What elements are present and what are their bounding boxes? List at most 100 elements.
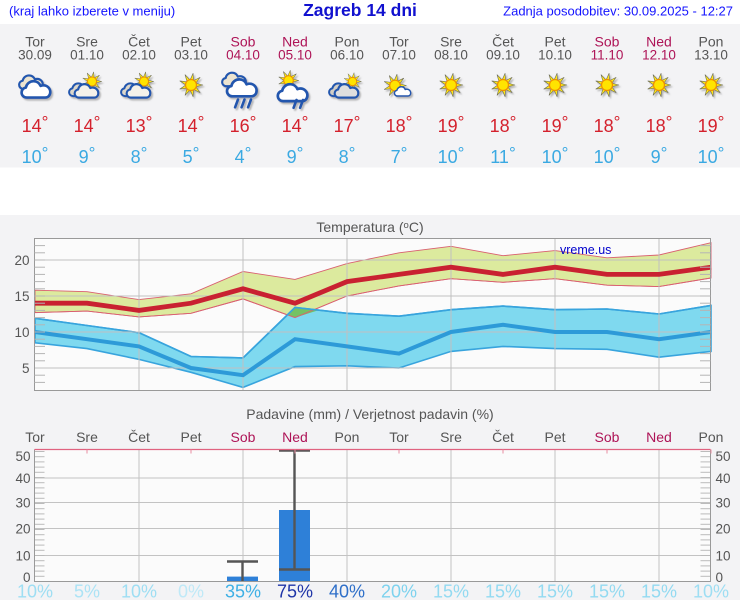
svg-text:Tor: Tor [389, 34, 409, 50]
svg-text:5: 5 [22, 361, 30, 376]
svg-text:30.09: 30.09 [18, 48, 52, 63]
svg-text:15%: 15% [485, 582, 521, 600]
svg-text:Pon: Pon [699, 429, 724, 445]
svg-text:10%: 10% [121, 582, 157, 600]
svg-text:09.10: 09.10 [486, 48, 520, 63]
svg-text:14°: 14° [282, 113, 309, 137]
svg-text:4°: 4° [235, 144, 252, 168]
svg-text:13.10: 13.10 [694, 48, 728, 63]
svg-text:Padavine (mm) / Verjetnost pad: Padavine (mm) / Verjetnost padavin (%) [246, 406, 493, 422]
svg-text:vreme.us: vreme.us [560, 243, 611, 257]
svg-text:Pon: Pon [699, 34, 724, 50]
svg-text:50: 50 [716, 449, 731, 464]
svg-text:06.10: 06.10 [330, 48, 364, 63]
svg-text:Pet: Pet [180, 429, 201, 445]
svg-text:Ned: Ned [282, 429, 308, 445]
svg-text:Sre: Sre [76, 429, 98, 445]
svg-text:9°: 9° [287, 144, 304, 168]
svg-text:04.10: 04.10 [226, 48, 260, 63]
svg-text:Temperatura (oC): Temperatura (oC) [316, 219, 423, 235]
svg-text:30: 30 [15, 496, 30, 511]
svg-text:40: 40 [15, 471, 30, 486]
svg-text:10°: 10° [542, 144, 569, 168]
svg-text:14°: 14° [74, 113, 101, 137]
svg-text:Tor: Tor [25, 429, 45, 445]
svg-text:Tor: Tor [25, 34, 45, 50]
svg-text:11.10: 11.10 [591, 48, 624, 63]
svg-text:Sre: Sre [440, 34, 462, 50]
svg-text:07.10: 07.10 [382, 48, 416, 63]
svg-text:01.10: 01.10 [70, 48, 104, 63]
svg-text:11°: 11° [490, 144, 516, 168]
svg-text:18°: 18° [646, 113, 673, 137]
svg-text:7°: 7° [391, 144, 408, 168]
svg-text:Čet: Čet [492, 34, 514, 50]
svg-text:18°: 18° [386, 113, 413, 137]
svg-text:0: 0 [716, 570, 724, 585]
svg-text:Pon: Pon [335, 34, 360, 50]
svg-text:Pet: Pet [180, 34, 201, 50]
svg-text:10%: 10% [693, 582, 729, 600]
svg-text:10: 10 [15, 549, 30, 564]
svg-text:Pet: Pet [544, 429, 565, 445]
svg-text:20: 20 [716, 522, 731, 537]
svg-text:0: 0 [23, 570, 31, 585]
svg-text:13°: 13° [126, 113, 153, 137]
svg-text:Zadnja posodobitev: 30.09.2025: Zadnja posodobitev: 30.09.2025 - 12:27 [503, 4, 733, 19]
svg-text:50: 50 [15, 449, 30, 464]
svg-text:Čet: Čet [128, 429, 150, 445]
svg-text:14°: 14° [178, 113, 205, 137]
svg-text:Sob: Sob [595, 429, 620, 445]
svg-text:5%: 5% [74, 582, 100, 600]
svg-text:18°: 18° [594, 113, 621, 137]
svg-text:9°: 9° [651, 144, 668, 168]
svg-text:Sob: Sob [231, 34, 256, 50]
svg-text:30: 30 [716, 496, 731, 511]
svg-text:10°: 10° [594, 144, 621, 168]
svg-text:35%: 35% [225, 582, 261, 600]
svg-text:40: 40 [716, 471, 731, 486]
svg-text:Čet: Čet [492, 429, 514, 445]
svg-text:03.10: 03.10 [174, 48, 208, 63]
svg-text:(kraj lahko izberete v meniju): (kraj lahko izberete v meniju) [9, 4, 175, 19]
svg-text:19°: 19° [438, 113, 465, 137]
svg-text:15%: 15% [537, 582, 573, 600]
svg-text:Zagreb 14 dni: Zagreb 14 dni [303, 0, 417, 20]
svg-text:02.10: 02.10 [122, 48, 156, 63]
svg-text:19°: 19° [698, 113, 725, 137]
svg-text:12.10: 12.10 [642, 48, 676, 63]
svg-text:8°: 8° [131, 144, 148, 168]
svg-text:20: 20 [15, 522, 30, 537]
svg-text:Ned: Ned [646, 34, 672, 50]
svg-text:17°: 17° [334, 113, 361, 137]
svg-text:75%: 75% [277, 582, 313, 600]
svg-text:10: 10 [716, 549, 731, 564]
svg-text:Pon: Pon [335, 429, 360, 445]
svg-text:16°: 16° [230, 113, 257, 137]
svg-text:10°: 10° [698, 144, 725, 168]
svg-text:Sob: Sob [595, 34, 620, 50]
svg-text:05.10: 05.10 [278, 48, 312, 63]
svg-text:10.10: 10.10 [538, 48, 572, 63]
svg-text:40%: 40% [329, 582, 365, 600]
svg-text:Ned: Ned [282, 34, 308, 50]
svg-text:14°: 14° [22, 113, 49, 137]
svg-text:8°: 8° [339, 144, 356, 168]
svg-text:9°: 9° [79, 144, 96, 168]
svg-text:15%: 15% [589, 582, 625, 600]
svg-text:Sre: Sre [440, 429, 462, 445]
svg-text:Sob: Sob [231, 429, 256, 445]
svg-text:Ned: Ned [646, 429, 672, 445]
svg-text:Čet: Čet [128, 34, 150, 50]
svg-text:Sre: Sre [76, 34, 98, 50]
svg-text:10°: 10° [438, 144, 465, 168]
svg-text:19°: 19° [542, 113, 569, 137]
svg-text:10: 10 [14, 325, 29, 340]
svg-text:10°: 10° [22, 144, 49, 168]
svg-text:10%: 10% [17, 582, 53, 600]
svg-text:0%: 0% [178, 582, 204, 600]
svg-text:18°: 18° [490, 113, 517, 137]
svg-text:15: 15 [14, 289, 29, 304]
svg-text:08.10: 08.10 [434, 48, 468, 63]
svg-text:Tor: Tor [389, 429, 409, 445]
